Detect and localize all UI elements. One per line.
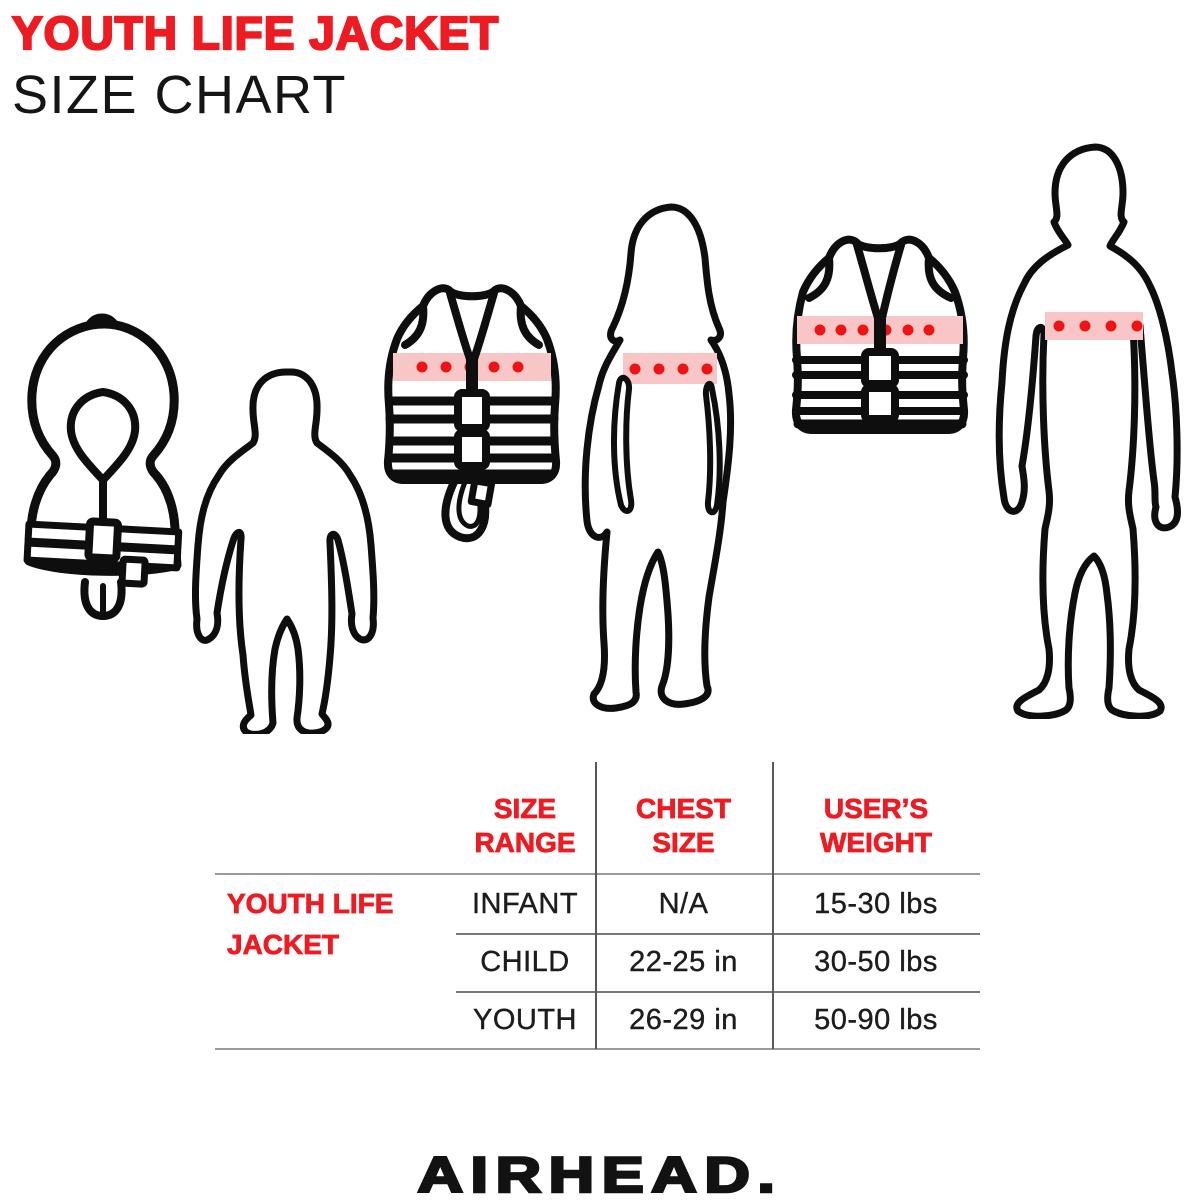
column-header-label: CHEST SIZE: [636, 792, 732, 858]
column-header-label: SIZE RANGE: [474, 792, 576, 858]
infant-life-jacket-illustration: [23, 313, 183, 620]
column-header-chest-size: CHEST SIZE: [595, 778, 772, 874]
youth-life-vest-illustration: [791, 235, 969, 434]
table-bottom-border: [215, 1048, 980, 1050]
airhead-brand-logo: AIRHEAD.: [416, 1146, 783, 1204]
armhole-right: [924, 254, 955, 302]
cell-users-weight: 50-90 lbs: [814, 1003, 938, 1036]
cell-chest-size: 26-29 in: [629, 1003, 738, 1036]
armhole-left: [401, 302, 428, 349]
arm-gap-left: [611, 374, 635, 514]
belt-buckle: [84, 517, 122, 563]
side-buckle: [118, 555, 149, 588]
child-life-vest-illustration: [383, 284, 561, 543]
table-row-divider: [456, 991, 980, 993]
row-group-label: YOUTH LIFE JACKET: [227, 888, 394, 960]
armhole-left: [805, 254, 834, 302]
column-header-label: USER’S WEIGHT: [820, 792, 933, 858]
cell-users-weight: 30-50 lbs: [814, 945, 938, 978]
cell-size-range: CHILD: [480, 945, 570, 978]
girl-silhouette: [581, 203, 735, 712]
page-title: YOUTH LIFE JACKET: [11, 6, 500, 60]
page-subtitle: SIZE CHART: [12, 65, 348, 125]
size-chart-table: SIZE RANGE CHEST SIZE USER’S WEIGHT YOUT…: [215, 762, 980, 1051]
boy-silhouette: [995, 143, 1181, 719]
chest-measure-dots: [1053, 320, 1143, 332]
waist-belts: [23, 517, 183, 588]
table-column-divider: [595, 762, 597, 1049]
vneck-left: [853, 241, 882, 322]
column-header-size-range: SIZE RANGE: [455, 778, 595, 874]
cell-size-range: YOUTH: [473, 1003, 577, 1036]
crotch-strap-loop: [441, 476, 490, 543]
table-column-divider: [772, 762, 774, 1049]
vneck-left: [446, 289, 474, 363]
cell-users-weight: 15-30 lbs: [814, 887, 938, 920]
cell-chest-size: 22-25 in: [629, 945, 738, 978]
column-header-users-weight: USER’S WEIGHT: [772, 778, 980, 874]
table-row-divider: [456, 933, 980, 935]
toddler-silhouette: [192, 368, 378, 734]
cell-chest-size: N/A: [658, 887, 709, 920]
armhole-right: [516, 302, 543, 349]
front-buckle-top: [861, 348, 899, 388]
table-header-divider: [215, 873, 980, 875]
crotch-buckle: [467, 477, 496, 508]
front-buckle-top: [454, 389, 490, 432]
cell-size-range: INFANT: [471, 887, 579, 920]
vneck-right: [878, 241, 905, 322]
arm-gap-right: [702, 380, 723, 516]
chest-measure-dots: [629, 363, 713, 375]
front-buckle-bottom: [861, 384, 899, 423]
front-buckle-bottom: [454, 429, 490, 470]
vneck-right: [470, 289, 498, 363]
